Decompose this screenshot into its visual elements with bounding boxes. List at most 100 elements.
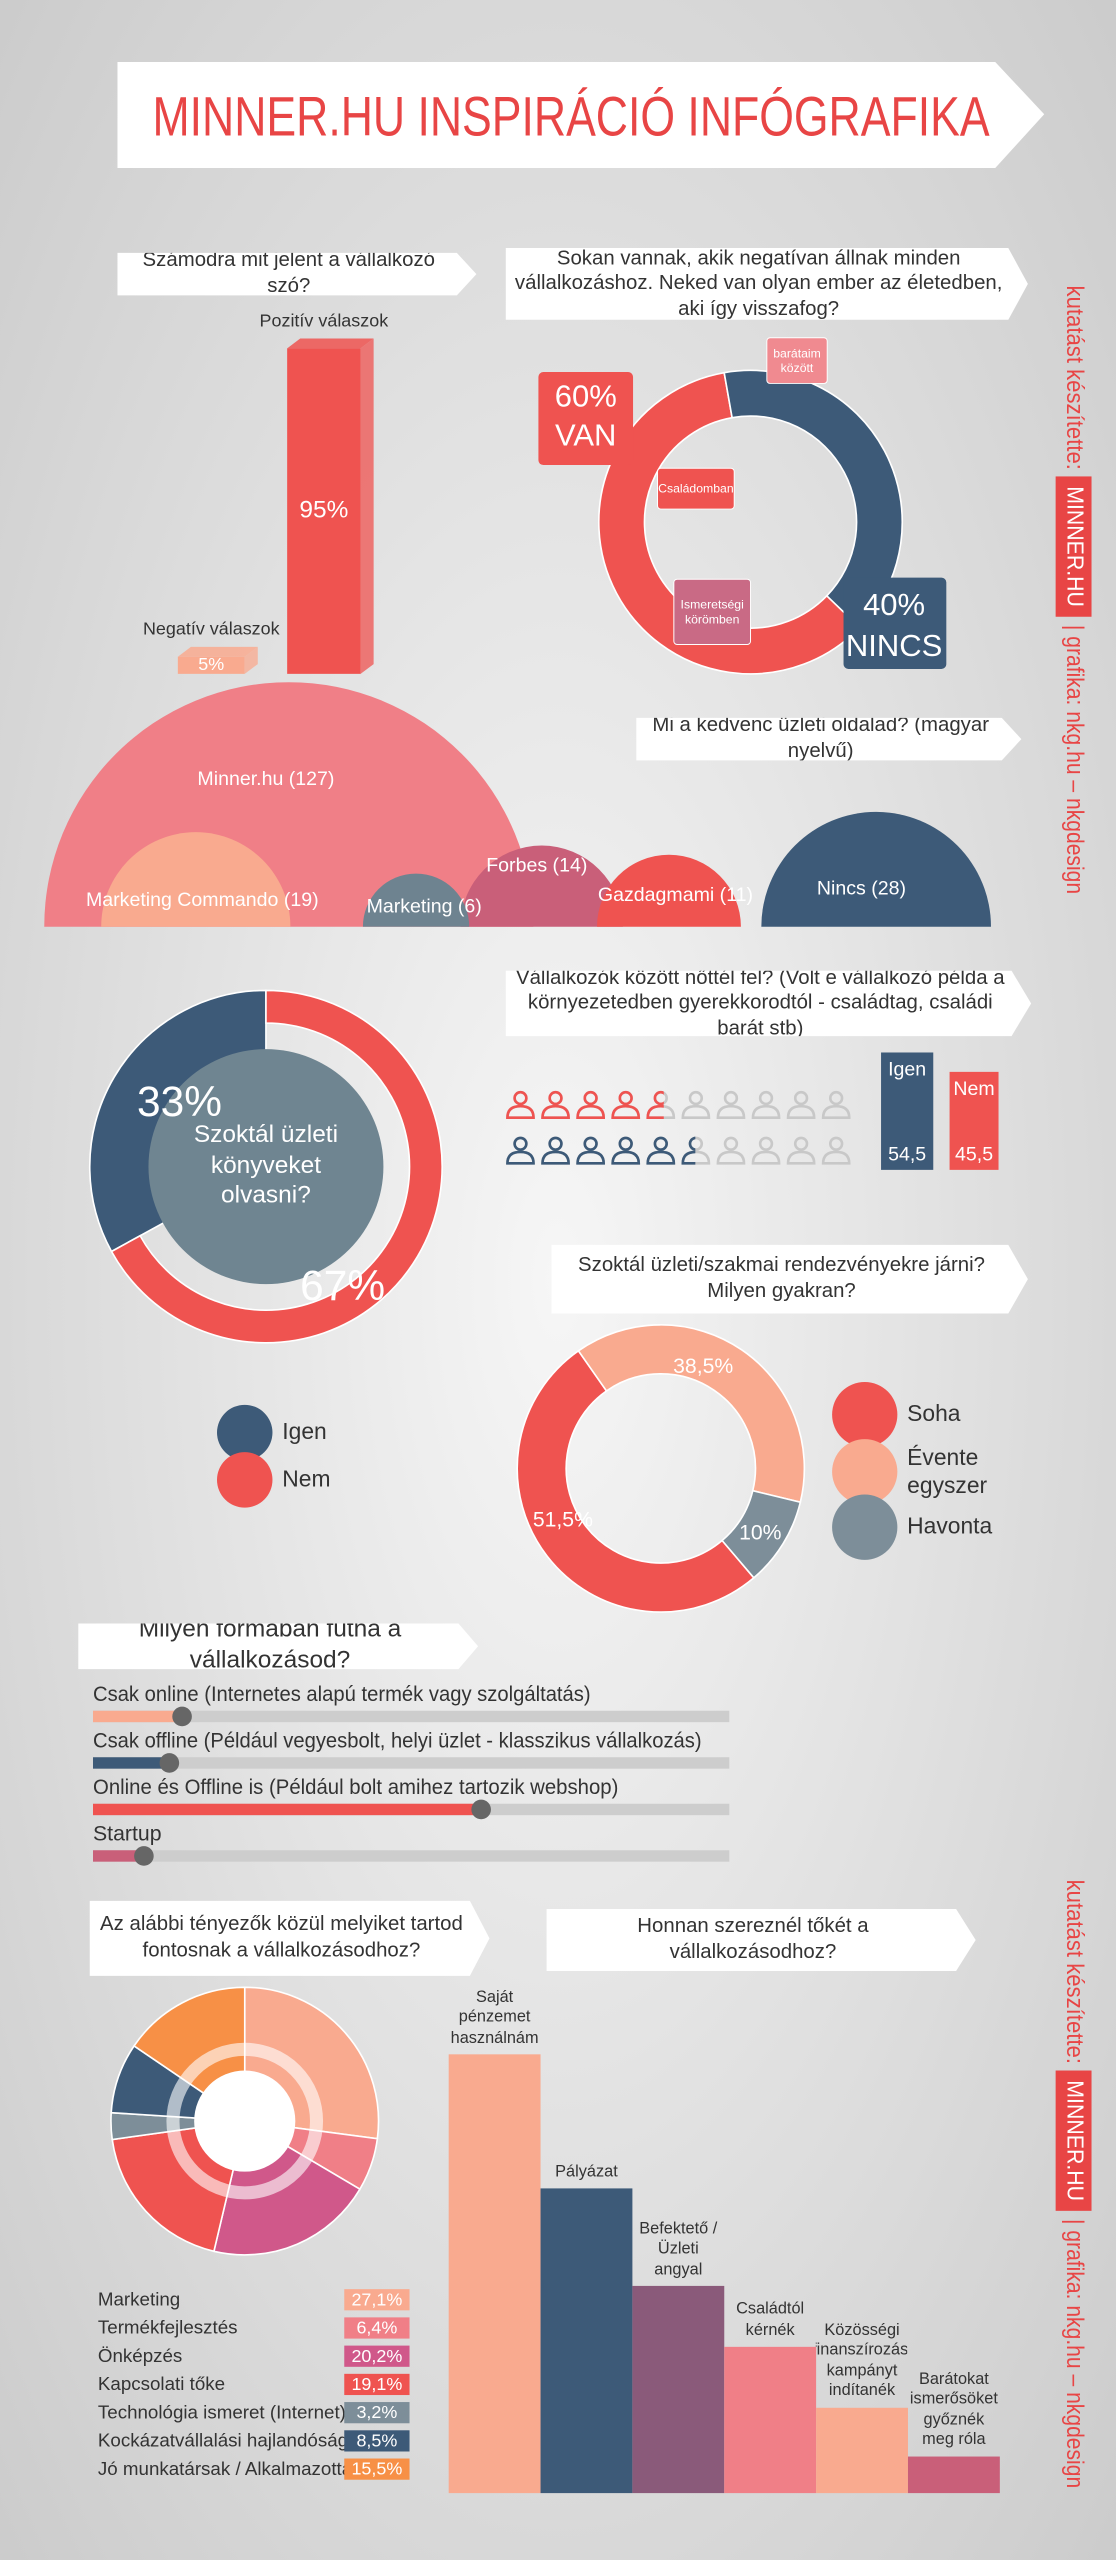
question-title-box: Honnan szereznél tőkét a vállalkozásodho… <box>637 1914 868 1962</box>
value-label: 67% <box>300 1262 385 1309</box>
bar-category: Negatív válaszok <box>142 619 280 640</box>
person-body <box>716 1104 746 1119</box>
bar-category-box: Pályázat <box>555 2163 618 2181</box>
bar-category-box: Befektető / Üzleti angyal <box>639 2220 717 2279</box>
legend-label: Igen <box>282 1418 327 1445</box>
chart-title: Szoktál üzleti könyveket olvasni? <box>193 1120 339 1210</box>
credit-brand-box <box>1055 476 1092 617</box>
value-label: 45,5 <box>955 1143 993 1165</box>
person-head <box>583 1090 598 1106</box>
page-title: MINNER.HU INSPIRÁCIÓ INFÓGRAFIKA <box>153 85 990 147</box>
bar <box>632 2285 725 2494</box>
person-body <box>786 1150 816 1165</box>
slider-track <box>93 1710 730 1723</box>
annotation-box <box>673 578 752 645</box>
legend-label: Soha <box>907 1400 961 1427</box>
question-banner <box>636 717 1022 761</box>
bar <box>816 2407 908 2494</box>
person-head <box>723 1090 739 1106</box>
bubble <box>101 832 291 927</box>
legend-label-box: Havonta <box>907 1512 993 1540</box>
legend-swatch <box>344 2289 410 2311</box>
donut-center <box>148 1049 384 1285</box>
person-body <box>751 1150 781 1165</box>
person-head <box>758 1090 774 1106</box>
person-body <box>751 1104 781 1119</box>
annotation-box: Családomban <box>658 481 734 496</box>
legend-label: Technológia ismeret (Internet) <box>98 2401 346 2422</box>
slider-knob <box>172 1706 192 1727</box>
slider-fill <box>93 1803 482 1816</box>
person-head <box>618 1136 633 1151</box>
person-head <box>723 1136 739 1151</box>
legend-label: Önképzés <box>98 2345 182 2366</box>
value-box <box>949 1071 999 1170</box>
bar-top <box>177 646 258 657</box>
value-label: 10% <box>739 1521 782 1544</box>
value-label: 27,1% <box>351 2289 402 2309</box>
legend-swatch <box>344 2402 410 2424</box>
person-head <box>829 1090 844 1106</box>
donut-segment <box>516 1349 755 1613</box>
question-title: Mi a kedvenc üzleti oldalad? (magyar nye… <box>652 717 990 761</box>
header-banner <box>117 62 1045 169</box>
value-label: Nincs (28) <box>817 877 906 899</box>
annotation-box: Ismeretségi körömben <box>681 597 744 627</box>
label-box <box>843 577 947 669</box>
question-title-box: Szoktál üzleti/szakmai rendezvényekre já… <box>578 1253 985 1303</box>
bubble <box>460 845 623 927</box>
value-label: 33% <box>137 1078 222 1125</box>
person-body <box>716 1150 746 1165</box>
person-head <box>653 1136 668 1151</box>
question-banner <box>117 252 477 296</box>
bar-category: Közösségi finanszírozási kampányt indíta… <box>816 2321 908 2401</box>
person-head <box>793 1136 809 1151</box>
category-label: Online és Offline is (Például bolt amihe… <box>93 1776 618 1799</box>
category-label: NINCS <box>846 628 942 663</box>
annotation: barátaim között <box>773 345 821 376</box>
legend-label-box: Igen <box>282 1418 327 1445</box>
person-head <box>548 1136 563 1151</box>
person-head <box>548 1090 563 1106</box>
bar-category-box: Negatív válaszok <box>142 619 280 640</box>
person-body <box>611 1150 641 1165</box>
bar-side <box>360 338 374 674</box>
person-body <box>541 1150 570 1165</box>
person-body <box>541 1104 570 1119</box>
legend-swatch <box>217 1452 273 1508</box>
value-label: 3,2% <box>356 2402 397 2422</box>
slider-knob <box>471 1799 491 1820</box>
legend-label: Kapcsolati tőke <box>98 2373 225 2394</box>
legend-label: Havonta <box>907 1512 993 1540</box>
value-label: 6,4% <box>356 2318 397 2338</box>
legend-label: Termékfejlesztés <box>98 2317 238 2338</box>
slider-knob <box>159 1753 180 1773</box>
annotation-box <box>766 337 828 384</box>
icon-row <box>506 1136 696 1165</box>
person-body <box>821 1150 851 1165</box>
decor-ring <box>166 2042 324 2200</box>
bar-category-box: Barátokat ismerősöket győznék meg róla <box>910 2370 998 2449</box>
person-head <box>688 1090 704 1106</box>
person-body <box>681 1150 696 1165</box>
value-label: Forbes (14) <box>486 855 587 877</box>
person-body <box>576 1150 605 1165</box>
legend-label-box: Nem <box>282 1466 330 1492</box>
question-title: Vállalkozók között nőttél fel? (Volt e v… <box>515 970 1005 1037</box>
question-title: Sokan vannak, akik negatívan állnak mind… <box>514 248 1003 320</box>
legend-label: Nem <box>953 1078 994 1100</box>
value-label: 20,2% <box>351 2346 402 2366</box>
person-body <box>506 1104 535 1119</box>
value-label: 51,5% <box>533 1508 593 1531</box>
bar <box>287 348 361 674</box>
value-box <box>881 1052 934 1170</box>
question-title: Milyen formában futna a vállalkozásod? <box>138 1623 402 1670</box>
category-label: VAN <box>555 417 616 452</box>
donut-segment <box>720 1489 802 1579</box>
legend-label: Kockázatvállalási hajlandóság <box>98 2430 348 2451</box>
value-label: 60% <box>555 378 617 413</box>
legend-label: Jó munkatársak / Alkalmazottak <box>98 2458 362 2479</box>
bar-category: Családtól kérnék <box>736 2301 805 2340</box>
question-title: Szoktál üzleti/szakmai rendezvényekre já… <box>578 1253 985 1303</box>
person-head <box>653 1090 664 1106</box>
